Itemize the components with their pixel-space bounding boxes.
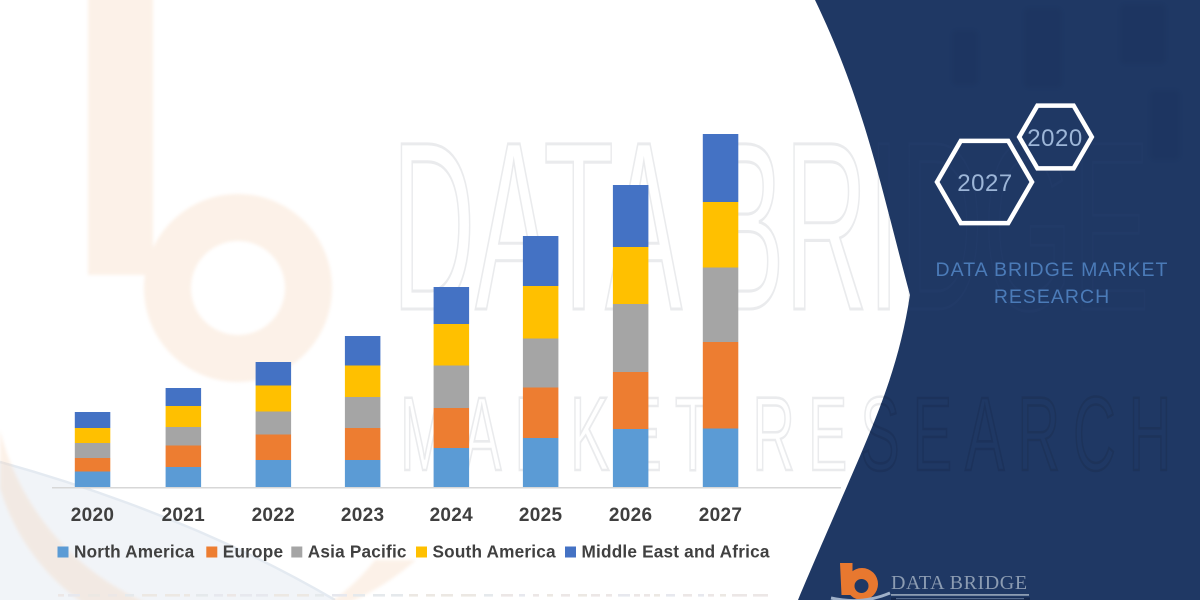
- svg-text:2027: 2027: [957, 170, 1012, 197]
- svg-text:2025: 2025: [519, 505, 563, 526]
- svg-text:DATA BRIDGE MARKET: DATA BRIDGE MARKET: [936, 259, 1169, 281]
- svg-text:RESEARCH: RESEARCH: [994, 286, 1110, 308]
- svg-text:Europe: Europe: [223, 542, 283, 562]
- svg-text:2021: 2021: [162, 505, 206, 526]
- svg-text:2020: 2020: [71, 505, 114, 526]
- svg-text:Asia Pacific: Asia Pacific: [308, 542, 407, 562]
- svg-text:North America: North America: [74, 542, 195, 562]
- svg-text:2027: 2027: [699, 505, 742, 526]
- svg-text:2022: 2022: [252, 505, 295, 526]
- svg-text:Middle East and Africa: Middle East and Africa: [582, 542, 770, 562]
- svg-text:2024: 2024: [430, 505, 474, 526]
- svg-text:2023: 2023: [341, 505, 384, 526]
- svg-text:South America: South America: [433, 542, 556, 562]
- svg-text:DATA BRIDGE: DATA BRIDGE: [891, 572, 1028, 594]
- svg-text:2026: 2026: [609, 505, 652, 526]
- svg-text:2020: 2020: [1027, 125, 1082, 152]
